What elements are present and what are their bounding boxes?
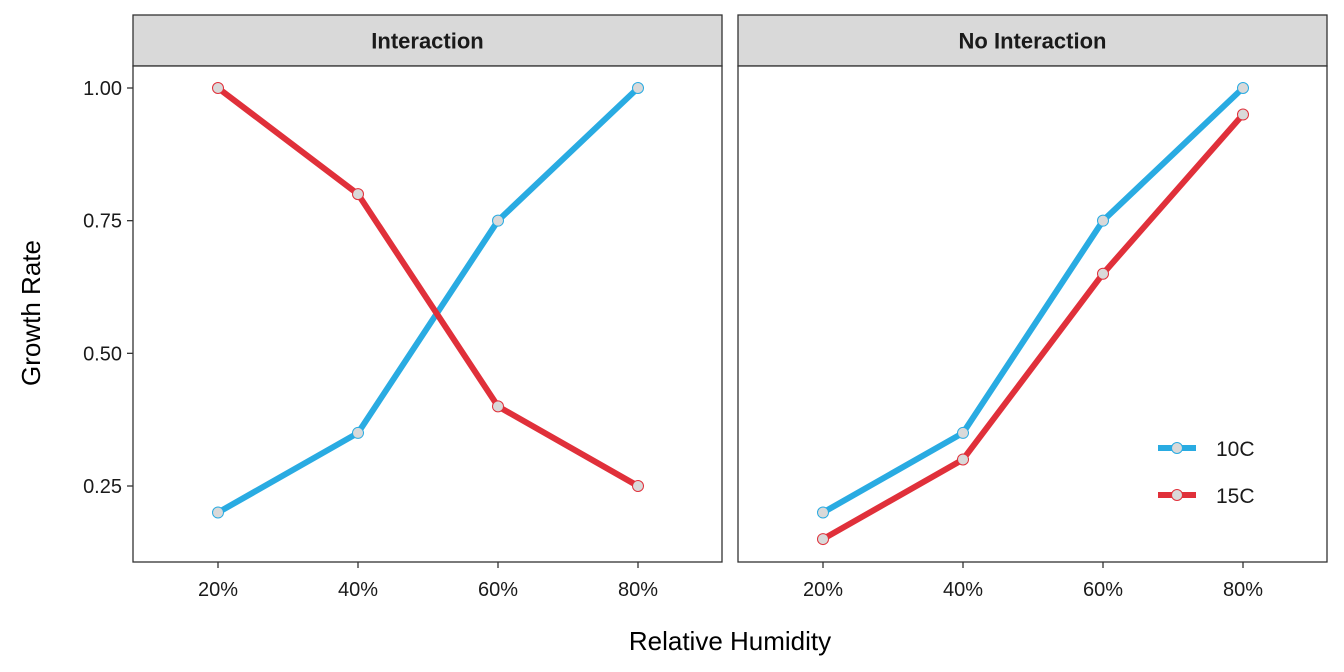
y-tick-label: 0.75 xyxy=(83,211,122,233)
panels-layer: Interaction 20% 40% 60% 80% No Interaction 20%… xyxy=(132,14,1328,601)
data-point-10C xyxy=(817,506,829,519)
legend: 10C 15C xyxy=(1158,438,1255,508)
x-tick-label: 20% xyxy=(198,579,238,601)
panel-frame xyxy=(737,65,1328,563)
data-point-15C xyxy=(492,400,504,413)
data-point-10C xyxy=(1237,82,1249,94)
series-line-15C xyxy=(216,85,640,489)
panel-title: No Interaction xyxy=(959,29,1107,54)
data-point-15C xyxy=(957,453,969,466)
x-tick-label: 20% xyxy=(803,579,843,601)
data-point-15C xyxy=(1237,108,1249,121)
y-tick-label: 0.25 xyxy=(83,476,122,498)
panel-strip xyxy=(132,14,723,67)
x-tick-label: 60% xyxy=(1083,579,1123,601)
data-point-10C xyxy=(1097,214,1109,227)
legend-key-point xyxy=(1171,442,1183,454)
data-point-15C xyxy=(352,188,364,201)
x-tick-label: 60% xyxy=(478,579,518,601)
x-tick-label: 40% xyxy=(943,579,983,601)
panel-0: Interaction 20% 40% 60% 80% xyxy=(132,14,723,601)
x-tick-label: 40% xyxy=(338,579,378,601)
y-axis-title: Growth Rate xyxy=(16,240,46,386)
y-tick-label: 0.50 xyxy=(83,343,122,365)
series-line-10C xyxy=(216,85,641,516)
data-point-10C xyxy=(957,426,969,439)
legend-label: 10C xyxy=(1216,438,1255,461)
legend-label: 15C xyxy=(1216,485,1255,508)
x-tick-label: 80% xyxy=(1223,579,1263,601)
series-line-15C xyxy=(821,112,1246,542)
x-axis-title: Relative Humidity xyxy=(629,626,831,656)
panel-title: Interaction xyxy=(371,29,483,54)
data-point-10C xyxy=(352,426,364,439)
data-point-15C xyxy=(1097,267,1109,280)
y-tick-label: 1.00 xyxy=(83,78,122,100)
data-point-10C xyxy=(492,214,504,227)
data-point-10C xyxy=(632,82,644,94)
data-point-15C xyxy=(212,82,224,94)
x-tick-label: 80% xyxy=(618,579,658,601)
panel-1: No Interaction 20% 40% 60% 80% xyxy=(737,14,1328,601)
series-line-10C xyxy=(821,85,1246,516)
panel-strip xyxy=(737,14,1328,67)
data-point-15C xyxy=(817,533,829,546)
data-point-15C xyxy=(632,480,644,492)
legend-key-point xyxy=(1171,489,1183,501)
data-point-10C xyxy=(212,506,224,519)
y-axis: 0.25 0.50 0.75 1.00 xyxy=(83,78,133,498)
